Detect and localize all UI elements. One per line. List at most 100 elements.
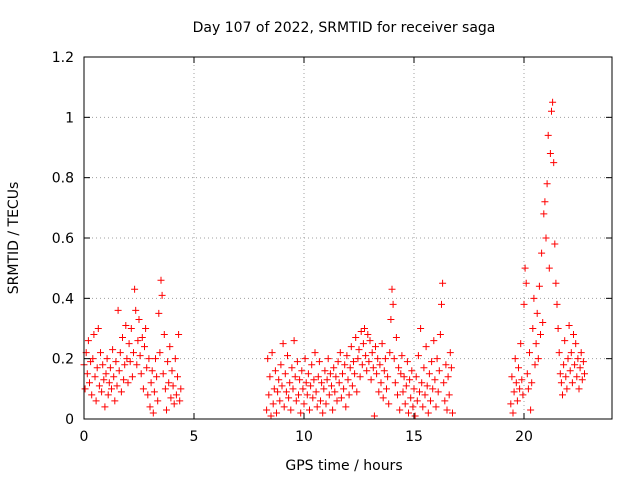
data-point <box>309 394 317 402</box>
data-point <box>323 376 331 384</box>
data-point <box>104 391 112 399</box>
data-point <box>313 403 321 411</box>
data-point <box>367 376 375 384</box>
data-point <box>401 400 409 408</box>
data-point <box>567 349 575 357</box>
data-point <box>388 285 396 293</box>
data-point <box>405 409 412 417</box>
data-point <box>174 373 181 381</box>
data-point <box>97 349 104 357</box>
data-point <box>368 349 376 357</box>
data-point <box>269 400 277 408</box>
data-point <box>392 334 400 342</box>
data-point <box>163 406 170 414</box>
data-point <box>363 367 371 375</box>
data-point <box>339 370 346 378</box>
data-point <box>289 385 297 393</box>
chart-title: Day 107 of 2022, SRMTID for receiver sag… <box>193 20 496 36</box>
data-point <box>300 400 308 408</box>
data-point <box>535 282 543 290</box>
data-point <box>348 382 356 390</box>
data-point <box>127 325 135 332</box>
data-point <box>141 343 148 351</box>
data-point <box>139 385 147 393</box>
x-tick-label: 15 <box>405 429 423 445</box>
data-point <box>406 376 414 384</box>
data-point <box>105 379 113 387</box>
data-point <box>517 340 525 348</box>
y-tick-label: 0.6 <box>52 231 74 247</box>
data-point <box>265 391 273 399</box>
data-point <box>95 382 103 390</box>
data-point <box>342 403 350 411</box>
data-point <box>425 370 433 378</box>
data-point <box>548 107 555 115</box>
data-point <box>302 379 310 387</box>
data-point <box>559 391 566 399</box>
data-point <box>527 406 535 414</box>
data-point <box>278 382 286 390</box>
data-point <box>370 412 378 420</box>
data-point <box>347 343 355 351</box>
data-point <box>528 379 536 387</box>
data-point <box>334 358 342 366</box>
data-point <box>352 334 360 342</box>
data-point <box>417 325 425 332</box>
data-point <box>381 355 389 363</box>
data-point <box>301 355 309 363</box>
data-point <box>161 385 169 393</box>
data-point <box>443 406 451 414</box>
data-point <box>287 406 295 414</box>
data-point <box>332 373 340 381</box>
y-tick-label: 1 <box>65 110 74 126</box>
data-point <box>562 373 570 381</box>
data-point <box>561 337 569 345</box>
y-tick-label: 0.4 <box>52 291 74 307</box>
data-point <box>522 279 530 287</box>
data-point <box>420 364 428 372</box>
data-point <box>297 409 305 417</box>
data-point <box>144 391 152 399</box>
data-point <box>285 394 293 402</box>
data-point <box>529 325 537 332</box>
data-point <box>84 337 92 345</box>
data-point <box>108 385 115 393</box>
data-point <box>410 385 418 393</box>
data-point <box>281 370 289 378</box>
data-point <box>335 379 343 387</box>
data-point <box>573 373 581 381</box>
data-point <box>572 340 580 348</box>
data-point <box>556 370 564 378</box>
data-point <box>120 376 128 384</box>
data-point <box>389 300 397 308</box>
data-point <box>515 364 522 372</box>
data-point <box>543 180 551 188</box>
data-point <box>577 349 585 357</box>
data-point <box>542 234 550 242</box>
data-point <box>568 379 576 387</box>
data-point <box>131 285 139 293</box>
data-point <box>310 376 318 384</box>
data-point <box>86 379 93 387</box>
data-point <box>103 355 111 363</box>
y-tick-label: 0.2 <box>52 352 74 368</box>
data-point <box>143 364 151 372</box>
data-point <box>439 279 447 287</box>
data-point <box>395 364 403 372</box>
data-point <box>303 391 311 399</box>
data-point <box>117 388 125 396</box>
data-point <box>267 412 275 420</box>
data-point <box>150 388 158 396</box>
data-point <box>563 385 571 393</box>
data-point <box>447 364 455 372</box>
data-point <box>158 291 166 299</box>
data-point <box>319 409 327 417</box>
data-point <box>177 385 185 393</box>
data-point <box>544 131 552 139</box>
data-point <box>130 349 137 357</box>
data-point <box>428 358 436 366</box>
data-point <box>430 337 438 345</box>
data-point <box>397 370 405 378</box>
data-point <box>414 352 422 360</box>
data-point <box>274 388 282 396</box>
